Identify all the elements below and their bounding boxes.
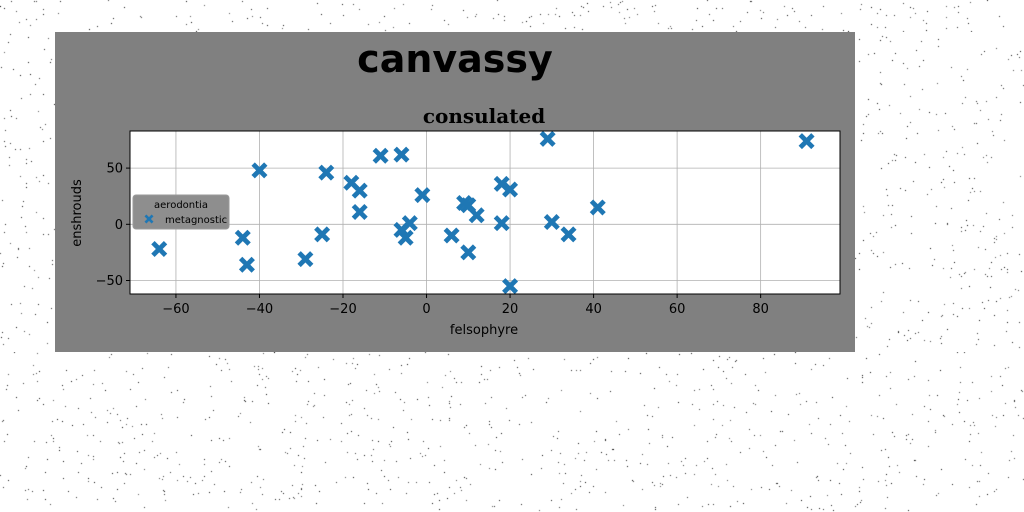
data-point: [351, 182, 368, 199]
data-point: [238, 256, 255, 273]
data-point: [543, 214, 560, 231]
legend-marker-symbol: [144, 214, 154, 224]
x-tick-label: 60: [669, 302, 686, 317]
data-point: [502, 278, 519, 295]
data-point: [468, 207, 485, 224]
legend: aerodontia metagnostic: [132, 194, 230, 230]
y-tick-label: 50: [106, 162, 123, 177]
x-axis-label: felsophyre: [450, 323, 518, 338]
data-point: [460, 244, 477, 261]
grid-lines: [130, 131, 840, 294]
x-tick-label: 40: [585, 302, 602, 317]
axis-ticks: −60 −40 −20 0 20 40 60 80 −50 0 50: [96, 162, 769, 317]
x-tick-label: −40: [246, 302, 273, 317]
plot-area: [129, 130, 841, 295]
data-point: [314, 226, 331, 243]
x-tick-label: 20: [502, 302, 519, 317]
chart-title: consulated: [423, 104, 545, 128]
y-tick-label: 0: [115, 218, 123, 233]
data-point: [297, 251, 314, 268]
data-point: [151, 241, 168, 258]
data-point: [351, 203, 368, 220]
y-tick-label: −50: [96, 274, 123, 289]
x-tick-label: 0: [422, 302, 430, 317]
legend-box: [132, 194, 230, 230]
legend-title: aerodontia: [154, 200, 208, 211]
x-tick-label: −60: [162, 302, 189, 317]
scatter-chart: consulated −60 −40 −20 0 20 40 60 80 −50 0 50 fels…: [70, 104, 841, 338]
figure-suptitle: canvassy: [357, 37, 553, 81]
data-points: [151, 130, 815, 295]
data-point: [493, 215, 510, 232]
plot-area-border: [129, 130, 841, 295]
data-point: [401, 215, 418, 232]
data-point: [414, 187, 431, 204]
data-point: [393, 146, 410, 163]
data-point: [251, 162, 268, 179]
data-point: [372, 147, 389, 164]
legend-entry-label: metagnostic: [165, 215, 227, 226]
y-axis-label: enshrouds: [70, 179, 85, 247]
x-tick-label: 80: [752, 302, 769, 317]
data-point: [589, 199, 606, 216]
data-point: [560, 226, 577, 243]
legend-marker: [144, 214, 154, 224]
data-point: [234, 229, 251, 246]
data-point: [443, 227, 460, 244]
data-point: [539, 130, 556, 147]
data-point: [318, 164, 335, 181]
figure-panel: canvassy consulated −60 −40 −20 0 20 40 60 80 −5…: [55, 32, 855, 352]
data-point: [798, 133, 815, 150]
x-tick-label: −20: [329, 302, 356, 317]
data-point: [397, 229, 414, 246]
data-point: [502, 181, 519, 198]
